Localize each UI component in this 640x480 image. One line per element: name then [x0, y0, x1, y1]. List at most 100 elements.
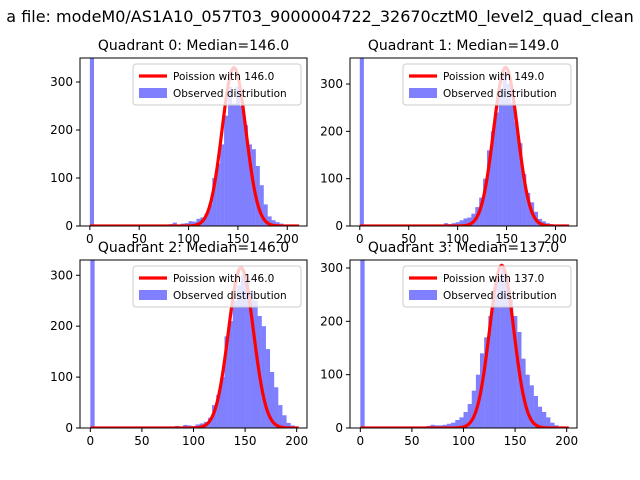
quadrant-0-hist-bar-21 [247, 144, 252, 226]
quadrant-0-xtick-label-1: 50 [132, 232, 147, 246]
quadrant-3-hist-bar-22 [513, 316, 518, 428]
quadrant-3-ytick-label-1: 100 [320, 368, 343, 382]
quadrant-1-panel: 0 50 100 150 200 0 100 200 300 Quadrant 1: Median… [320, 38, 578, 246]
quadrant-2-hist-bar-18 [245, 280, 250, 428]
quadrant-2-ytick-label-0: 0 [65, 421, 73, 435]
quadrant-2-hist-bar-24 [269, 372, 275, 428]
quadrant-0-axes-frame [79, 57, 308, 227]
quadrant-0-hist-bar-28 [275, 222, 280, 226]
quadrant-3-hist-bar-10 [463, 412, 468, 428]
quadrant-1-hist-bar-18 [506, 84, 511, 226]
quadrant-2-hist-bar-11 [216, 394, 221, 428]
quadrant-1-hist-bar-13 [486, 150, 492, 226]
quadrant-3-title: Quadrant 3: Median=137.0 [368, 240, 559, 256]
quadrant-0-hist-bar-20 [243, 125, 248, 226]
quadrant-1-hist-bar-20 [514, 121, 519, 226]
quadrant-1-hist-bar-14 [490, 131, 496, 226]
quadrant-0-hist-bar-18 [235, 86, 241, 226]
quadrant-1-ytick-label-3: 300 [320, 77, 343, 91]
quadrant-0-hist-bar-27 [271, 220, 276, 226]
quadrant-0-ytick-label-0: 0 [65, 219, 73, 233]
quadrant-3-hist-bar-17 [492, 294, 497, 428]
quadrant-3-hist-bar-15 [484, 337, 489, 428]
quadrant-0-title: Quadrant 0: Median=146.0 [98, 38, 289, 54]
quadrant-0-hist-bar-13 [216, 163, 221, 226]
quadrant-0-xtick-label-2: 100 [177, 232, 200, 246]
quadrant-1-xtick-label-1: 50 [401, 232, 416, 246]
quadrant-3-ytick-label-3: 300 [320, 261, 343, 275]
quadrant-1-hist-bar-11 [479, 197, 484, 226]
quadrant-3-hist-bar-21 [508, 300, 514, 428]
quadrant-1-hist-bar-23 [526, 192, 531, 226]
quadrant-1-hist-bar-6 [459, 220, 464, 226]
quadrant-1-title: Quadrant 1: Median=149.0 [368, 38, 559, 54]
quadrant-0-legend-label-observed: Observed distribution [173, 88, 287, 100]
quadrant-1-legend-bar-swatch [409, 88, 437, 98]
quadrant-1-axes-frame [349, 57, 578, 227]
quadrant-3-hist-bar-11 [467, 404, 472, 428]
quadrant-3-legend-label-poisson: Poission with 137.0 [443, 273, 544, 285]
quadrant-3-hist-bar-16 [488, 316, 493, 428]
quadrant-2-hist-bar-14 [228, 321, 233, 428]
quadrant-2-xtick-label-3: 150 [234, 434, 257, 448]
quadrant-0-legend-bar-swatch [139, 88, 167, 98]
quadrant-3-legend-bar-swatch [409, 290, 437, 300]
quadrant-3-hist-bar-6 [446, 423, 452, 428]
quadrant-1-hist-bar-8 [467, 217, 472, 226]
quadrant-1-hist-bar-21 [518, 143, 523, 226]
quadrant-2-hist-bar-28 [286, 422, 291, 428]
quadrant-1-legend-label-poisson: Poission with 149.0 [443, 71, 544, 83]
quadrant-2-hist-bar-25 [273, 387, 279, 428]
quadrant-3-hist-bar-30 [546, 417, 551, 428]
quadrant-1-hist-bar-5 [455, 222, 460, 226]
quadrant-0-hist-bar-24 [259, 185, 264, 226]
quadrant-0-hist-bar-2 [172, 222, 177, 226]
quadrant-1-legend-label-observed: Observed distribution [443, 88, 557, 100]
quadrant-2-legend: Poission with 146.0 Observed distribution [132, 265, 302, 308]
quadrant-2-xtick-label-4: 200 [285, 434, 308, 448]
quadrant-1-legend-box [402, 63, 572, 106]
quadrant-2-ytick-label-2: 200 [50, 319, 73, 333]
quadrant-0-hist-bar-26 [267, 216, 272, 226]
quadrant-2-legend-label-poisson: Poission with 146.0 [173, 273, 274, 285]
quadrant-0-hist-bar-6 [188, 221, 193, 226]
quadrant-3-panel: 0 50 100 150 200 0 100 200 300 Quadrant 3: Median… [320, 240, 578, 448]
quadrant-1-legend: Poission with 149.0 Observed distribution [402, 63, 572, 106]
quadrant-3-hist-bar-8 [455, 420, 460, 428]
quadrant-1-hist-bar-16 [498, 88, 503, 226]
quadrant-0-ytick-label-1: 100 [50, 171, 73, 185]
quadrant-3-hist-bar-26 [529, 385, 534, 428]
quadrant-3-hist-bar-27 [533, 396, 538, 428]
quadrant-1-xtick-label-2: 100 [446, 232, 469, 246]
quadrant-0-xtick-label-4: 200 [276, 232, 299, 246]
quadrant-1-ytick-label-0: 0 [335, 219, 343, 233]
quadrant-1-hist-bar-15 [494, 112, 499, 226]
quadrant-2-legend-label-observed: Observed distribution [173, 290, 287, 302]
quadrant-2-legend-bar-swatch [139, 290, 167, 300]
quadrant-0-xtick-label-3: 150 [226, 232, 249, 246]
quadrant-0-ytick-label-3: 300 [50, 75, 73, 89]
quadrant-3-hist-bar-28 [537, 406, 543, 428]
quadrant-3-hist-bar-31 [550, 422, 555, 428]
quadrant-2-hist-bar-0 [90, 260, 95, 428]
quadrant-3-hist-bar-20 [504, 278, 510, 428]
quadrant-2-hist-bar-12 [220, 377, 225, 428]
quadrant-2-hist-bar-23 [265, 349, 271, 428]
quadrant-1-hist-bar-12 [483, 178, 488, 226]
quadrant-0-ytick-label-2: 200 [50, 123, 73, 137]
quadrant-2-hist-bar-27 [282, 415, 287, 428]
quadrant-2-hist-bar-13 [224, 336, 229, 428]
quadrant-0-hist-bar-16 [228, 86, 233, 226]
quadrant-2-hist-bar-20 [253, 300, 258, 428]
quadrant-0-hist-bar-23 [255, 166, 260, 226]
quadrant-2-xtick-label-2: 100 [182, 434, 205, 448]
quadrant-2-hist-bar-10 [212, 405, 217, 428]
quadrant-1-xtick-label-4: 200 [544, 232, 567, 246]
quadrant-1-hist-bar-22 [522, 173, 527, 226]
quadrant-2-title: Quadrant 2: Median=146.0 [98, 240, 289, 256]
quadrant-3-legend: Poission with 137.0 Observed distribution [402, 265, 572, 308]
quadrant-3-xtick-label-0: 0 [356, 434, 364, 448]
quadrant-1-hist-bar-19 [510, 102, 515, 226]
quadrant-3-poisson-curve [360, 263, 569, 428]
